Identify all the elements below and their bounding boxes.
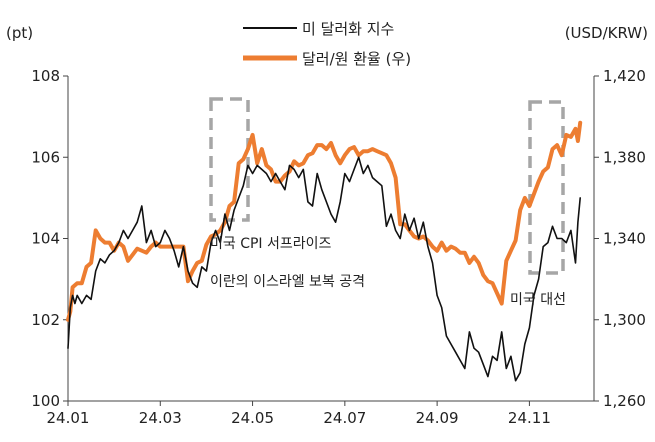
highlight-box-cpi	[209, 97, 250, 222]
legend-label-usdkrw: 달러/원 환율 (우)	[302, 50, 411, 68]
annotation-cpi-surprise: 미국 CPI 서프라이즈	[210, 236, 332, 252]
right-axis-tick-label: 1,340	[603, 230, 646, 248]
x-axis-ticks: 24.01 24.03 24.05 24.07 24.09 24.11	[47, 401, 551, 427]
series-line-usdkrw	[66, 120, 583, 322]
series-layer	[66, 120, 583, 382]
right-axis-tick-label: 1,420	[603, 67, 646, 85]
series-line-dollar-index	[67, 156, 582, 382]
right-unit-label: (USD/KRW)	[565, 24, 648, 42]
x-axis-tick-label: 24.09	[416, 409, 459, 427]
left-axis-tick-label: 100	[31, 392, 60, 410]
left-axis-tick-label: 106	[31, 148, 60, 166]
x-axis-tick-label: 24.07	[323, 409, 366, 427]
x-axis-tick-label: 24.05	[231, 409, 274, 427]
left-axis-tick-label: 102	[31, 311, 60, 329]
annotation-iran-retaliation: 이란의 이스라엘 보복 공격	[210, 274, 365, 290]
left-unit-label: (pt)	[6, 24, 33, 42]
right-axis-tick-label: 1,260	[603, 392, 646, 410]
left-axis-tick-label: 108	[31, 67, 60, 85]
x-axis-tick-label: 24.01	[47, 409, 90, 427]
left-axis-ticks: 100 102 104 106 108	[31, 67, 68, 410]
right-axis-tick-label: 1,380	[603, 148, 646, 166]
x-axis-tick-label: 24.03	[139, 409, 182, 427]
legend-label-dollar-index: 미 달러화 지수	[302, 20, 394, 38]
highlight-box-election	[528, 100, 565, 275]
right-axis-ticks: 1,260 1,300 1,340 1,380 1,420	[594, 67, 646, 410]
legend: 미 달러화 지수 달러/원 환율 (우)	[243, 20, 411, 68]
left-axis-tick-label: 104	[31, 230, 60, 248]
annotation-us-election: 미국 대선	[510, 292, 566, 308]
right-axis-tick-label: 1,300	[603, 311, 646, 329]
x-axis-tick-label: 24.11	[508, 409, 551, 427]
